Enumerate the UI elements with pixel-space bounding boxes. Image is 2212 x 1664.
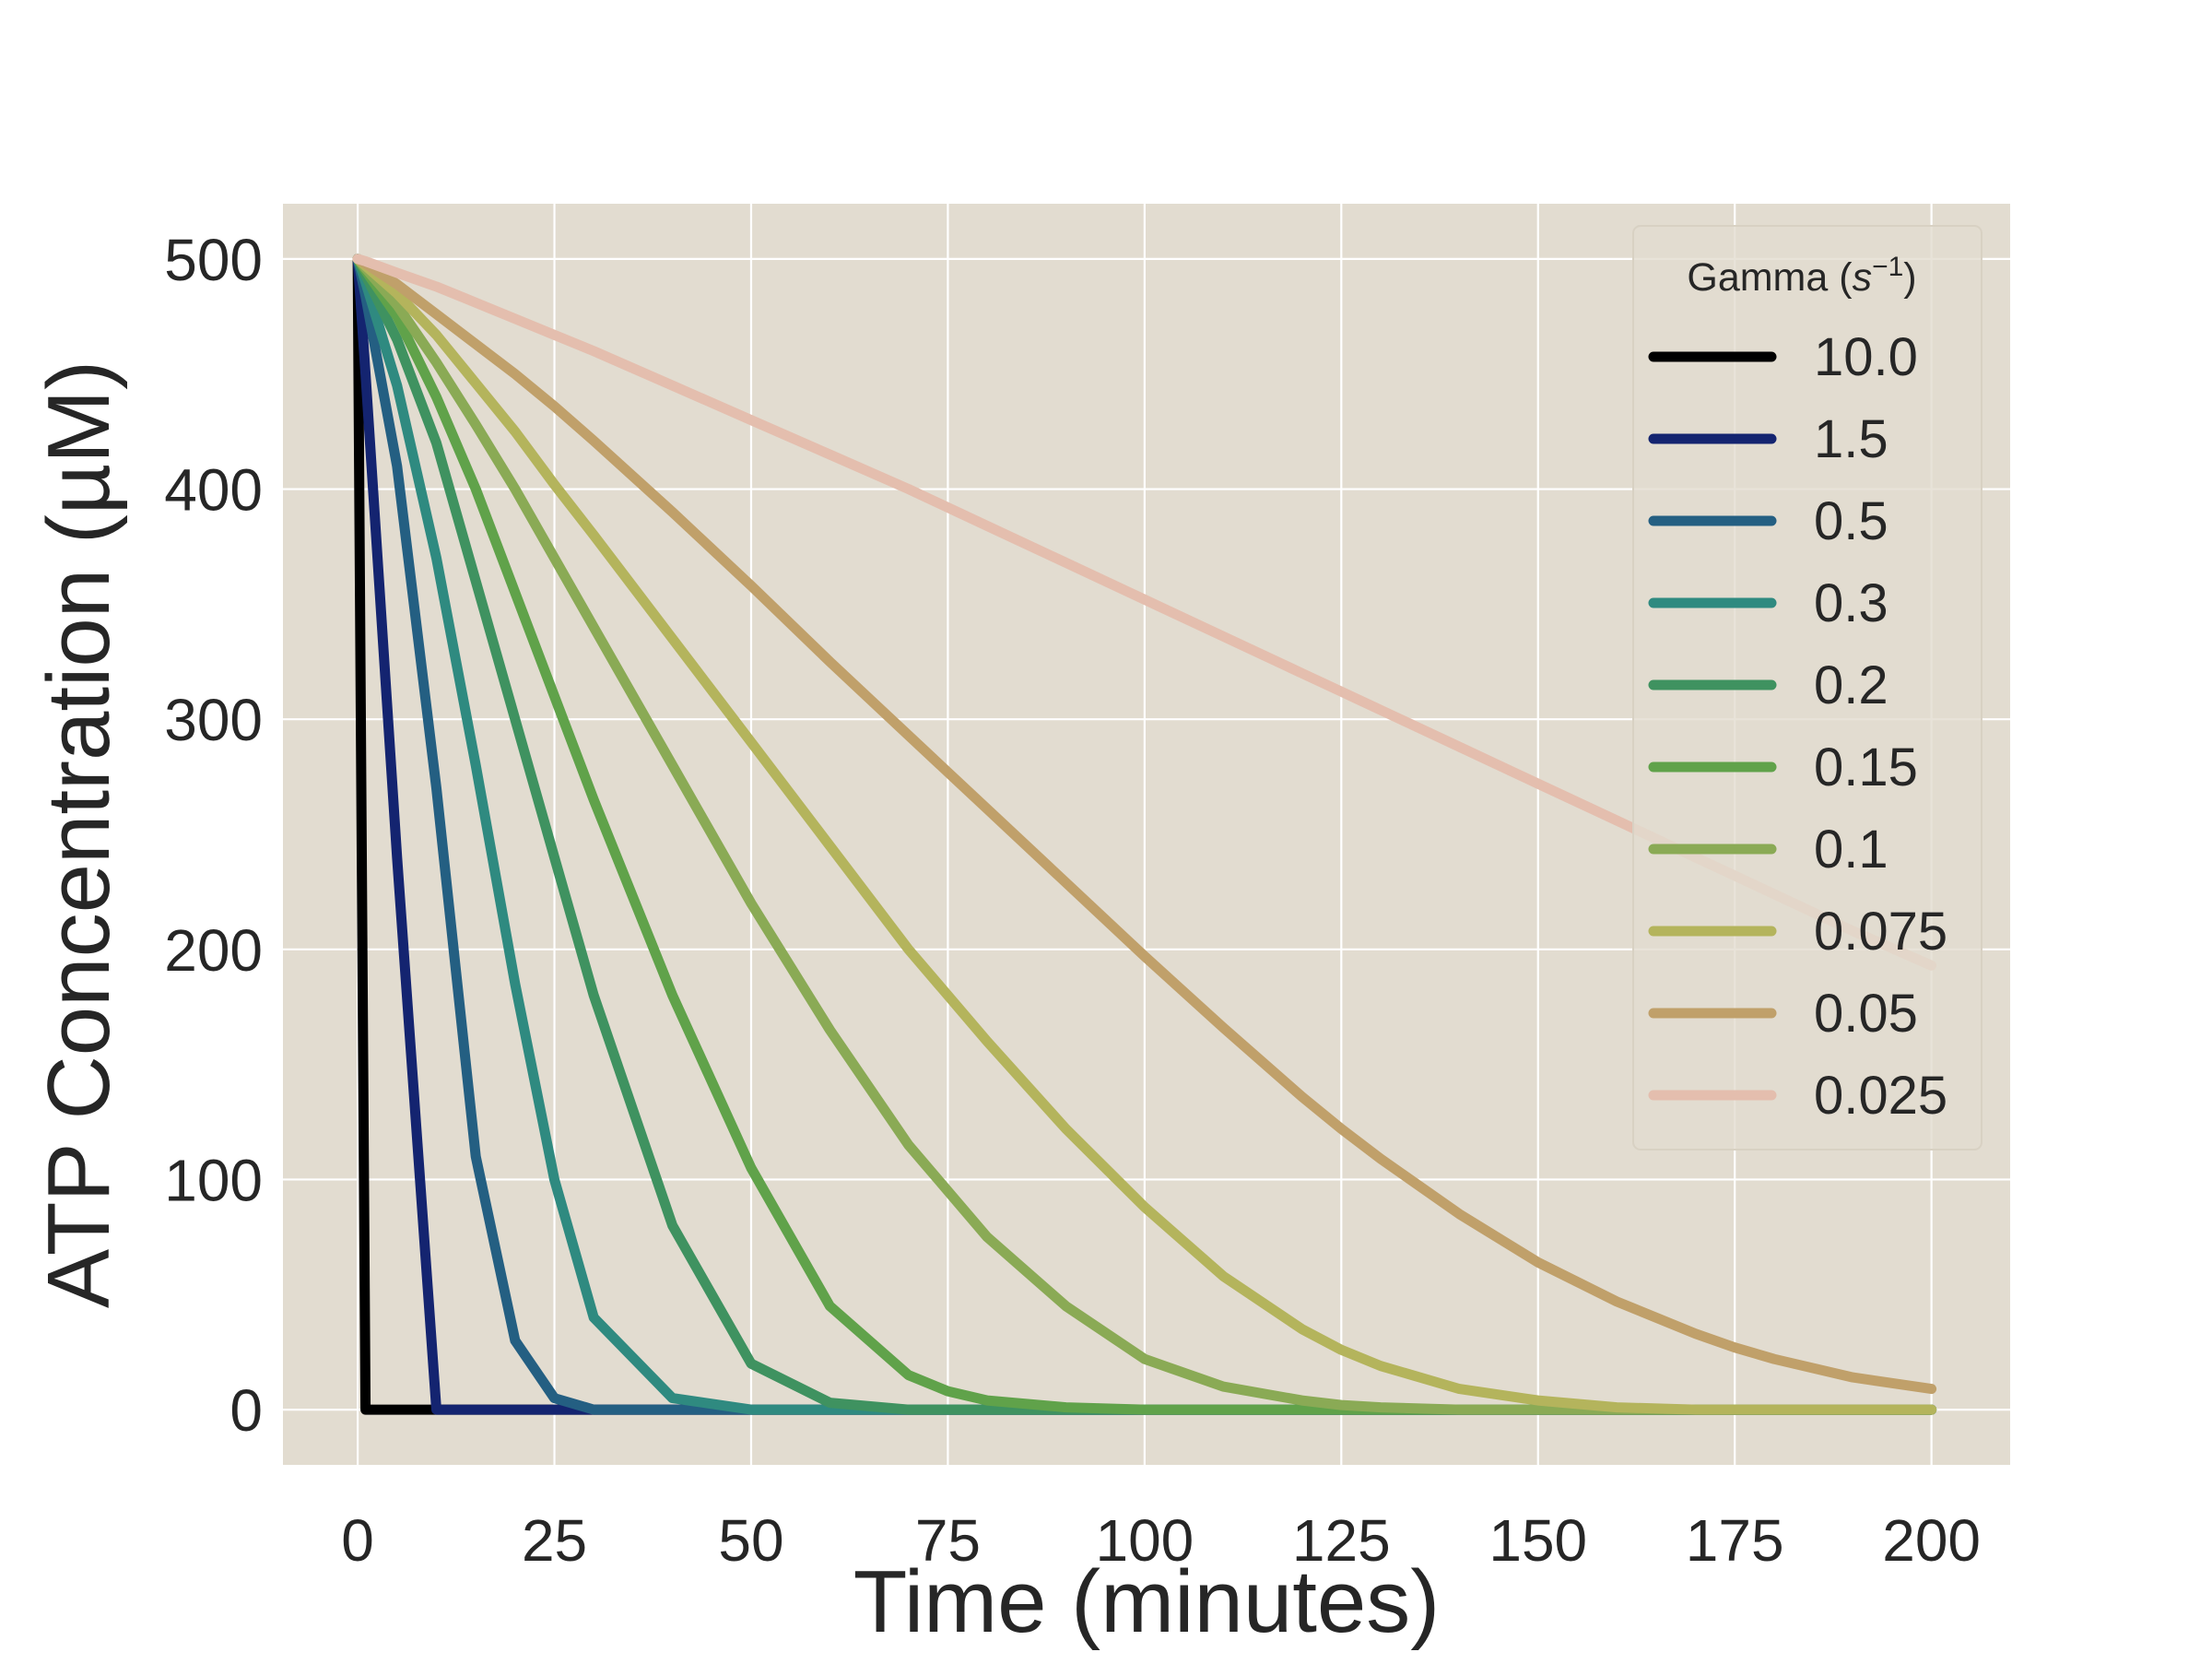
legend-item: 0.075 [1648, 902, 1947, 962]
legend-item: 0.5 [1648, 491, 1888, 551]
legend-label: 0.1 [1814, 820, 1888, 879]
legend-box [1632, 225, 1983, 1151]
x-axis-ticks: 0 25 50 75 100 125 150 175 200 [341, 1507, 1981, 1574]
y-tick-label: 300 [164, 687, 263, 753]
legend-item: 0.2 [1648, 655, 1888, 715]
series-lines [352, 254, 1937, 1415]
y-tick-label: 400 [164, 457, 263, 524]
y-tick-label: 500 [164, 227, 263, 293]
y-axis-label: ATP Concentration (µM) [29, 360, 128, 1308]
y-tick-label: 0 [229, 1377, 263, 1444]
legend-label: 0.2 [1814, 655, 1888, 715]
legend-item: 0.3 [1648, 573, 1888, 633]
legend-label: 0.025 [1814, 1066, 1947, 1126]
legend-title-close: ) [1903, 255, 1916, 300]
x-tick-label: 50 [718, 1507, 783, 1574]
legend-item: 0.15 [1648, 738, 1918, 797]
x-tick-label: 75 [915, 1507, 981, 1574]
legend-label: 0.075 [1814, 902, 1947, 962]
legend-item: 1.5 [1648, 409, 1888, 469]
x-tick-label: 150 [1488, 1507, 1587, 1574]
legend: Gamma (s−1) 10.0 1.5 0.5 0.3 0.2 0.15 0.1 0.075… [1632, 225, 1983, 1151]
x-tick-label: 0 [341, 1507, 374, 1574]
legend-label: 0.5 [1814, 491, 1888, 551]
legend-label: 1.5 [1814, 409, 1888, 469]
legend-title: Gamma (s−1) [1687, 252, 1916, 300]
x-tick-label: 200 [1882, 1507, 1981, 1574]
legend-item: 0.1 [1648, 820, 1888, 879]
legend-label: 10.0 [1814, 327, 1918, 387]
legend-title-var: s [1853, 255, 1873, 300]
x-tick-label: 100 [1095, 1507, 1194, 1574]
x-tick-label: 25 [522, 1507, 587, 1574]
y-axis-ticks: 0 100 200 300 400 500 [164, 227, 263, 1444]
legend-label: 0.3 [1814, 573, 1888, 633]
legend-label: 0.15 [1814, 738, 1918, 797]
series-line-0_05 [352, 254, 1937, 1395]
x-axis-label: Time (minutes) [853, 1552, 1441, 1651]
legend-label: 0.05 [1814, 984, 1918, 1044]
legend-title-text: Gamma ( [1687, 255, 1853, 300]
series-line-0_075 [352, 254, 1937, 1415]
legend-title-exponent: −1 [1872, 252, 1903, 282]
legend-items: 10.0 1.5 0.5 0.3 0.2 0.15 0.1 0.075 0.05 0.025 [1648, 327, 1947, 1126]
legend-item: 0.05 [1648, 984, 1918, 1044]
x-tick-label: 125 [1292, 1507, 1391, 1574]
x-tick-label: 175 [1686, 1507, 1784, 1574]
legend-item: 0.025 [1648, 1066, 1947, 1126]
legend-item: 10.0 [1648, 327, 1918, 387]
y-tick-label: 200 [164, 917, 263, 984]
y-tick-label: 100 [164, 1147, 263, 1213]
